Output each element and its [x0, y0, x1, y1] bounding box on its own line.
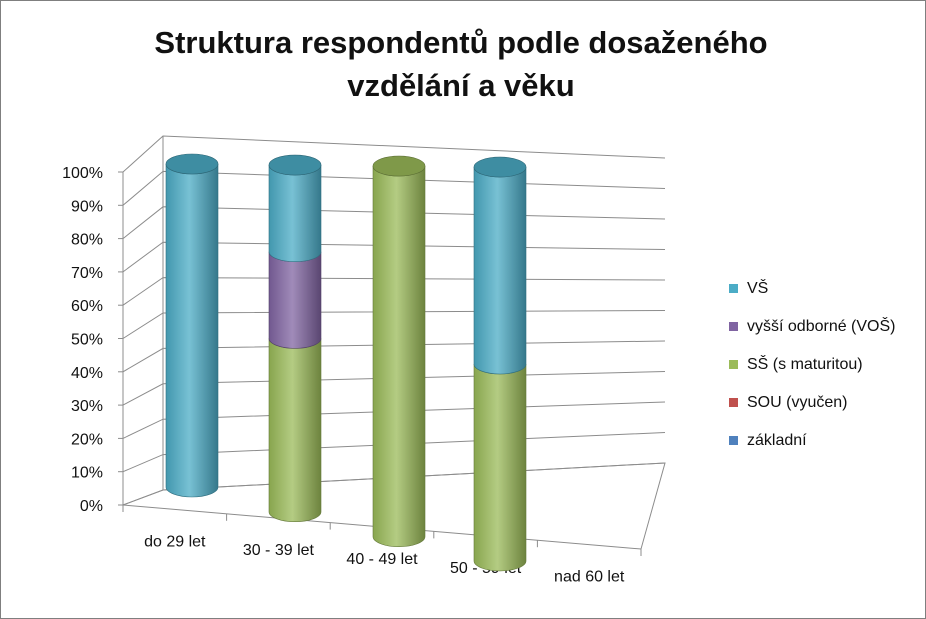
- x-tick-label: do 29 let: [144, 533, 206, 550]
- legend-label: SŠ (s maturitou): [747, 356, 863, 373]
- y-tick-label: 10%: [71, 465, 103, 482]
- y-tick-label: 40%: [71, 365, 103, 382]
- legend-label: SOU (vyučen): [747, 394, 848, 411]
- legend-swatch: [729, 284, 738, 293]
- bar-segment: [473, 363, 527, 572]
- chart-title: Struktura respondentů podle dosaženého v…: [154, 25, 768, 103]
- legend-swatch: [729, 322, 738, 331]
- legend-label: VŠ: [747, 280, 769, 297]
- y-tick-label: 100%: [62, 165, 103, 182]
- y-tick-label: 50%: [71, 332, 103, 349]
- legend-swatch: [729, 436, 738, 445]
- y-tick-label: 70%: [71, 265, 103, 282]
- y-tick-label: 90%: [71, 198, 103, 215]
- legend-label: vyšší odborné (VOŠ): [747, 318, 896, 335]
- legend-label: základní: [747, 432, 807, 449]
- bar-segment: [268, 251, 322, 349]
- y-tick-label: 20%: [71, 431, 103, 448]
- x-tick-label: nad 60 let: [554, 569, 625, 586]
- legend-swatch: [729, 398, 738, 407]
- x-tick-label: 30 - 39 let: [243, 542, 315, 559]
- bar-segment: [473, 167, 527, 375]
- y-tick-label: 30%: [71, 398, 103, 415]
- bar-segment: [268, 165, 322, 263]
- bar-segment: [268, 338, 322, 523]
- y-tick-label: 80%: [71, 232, 103, 249]
- bar-segment: [165, 163, 219, 498]
- legend-swatch: [729, 360, 738, 369]
- bar-top: [268, 154, 322, 176]
- bar-top: [165, 153, 219, 175]
- y-tick-label: 0%: [80, 498, 103, 515]
- bar-top: [372, 155, 426, 177]
- x-tick-label: 40 - 49 let: [346, 551, 418, 568]
- bar-segment: [372, 166, 426, 547]
- chart-floor: [122, 462, 666, 550]
- bar-top: [473, 156, 527, 178]
- y-tick-label: 60%: [71, 298, 103, 315]
